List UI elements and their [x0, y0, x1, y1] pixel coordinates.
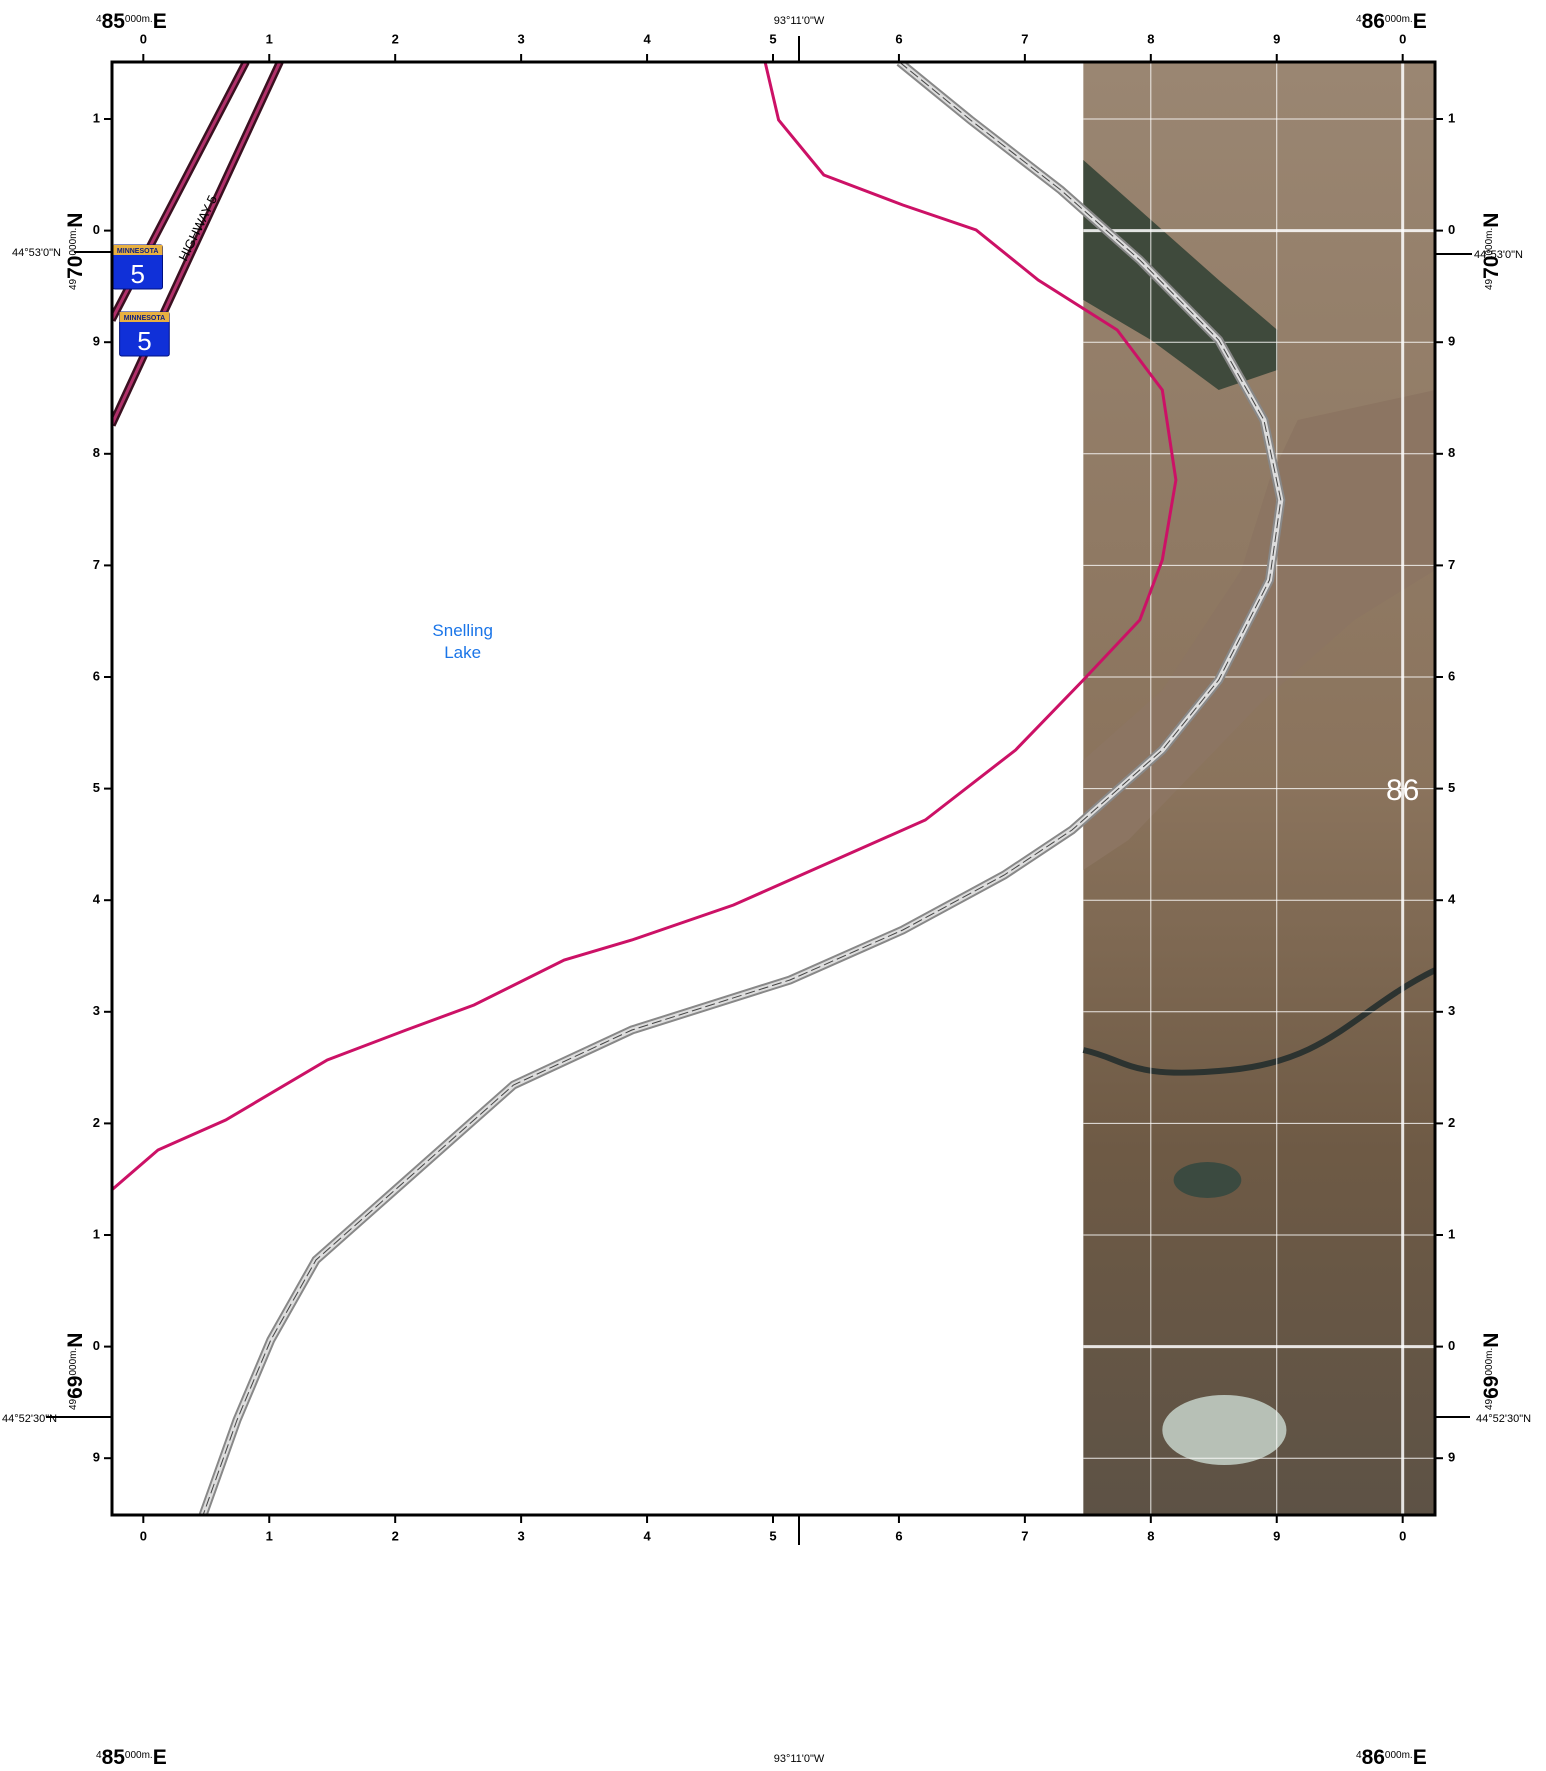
northing-tick-label: 2 — [93, 1115, 100, 1130]
longitude-label: 93°11'0"W — [774, 15, 825, 27]
latitude-label: 44°52'30"N — [1476, 1413, 1531, 1425]
easting-tick-label: 6 — [895, 31, 902, 46]
northing-tick-label: 9 — [1448, 1450, 1455, 1465]
northing-tick-label: 4 — [1448, 892, 1456, 907]
northing-tick-label: 5 — [1448, 780, 1455, 795]
easting-tick-label: 7 — [1021, 31, 1028, 46]
easting-tick-label: 9 — [1273, 1528, 1280, 1543]
pond — [1083, 160, 1278, 390]
northing-tick-label: 1 — [1448, 110, 1455, 125]
easting-tick-label: 1 — [266, 1528, 273, 1543]
easting-tick-label: 0 — [140, 1528, 147, 1543]
northing-tick-label: 1 — [93, 1226, 100, 1241]
northing-tick-label: 0 — [1448, 222, 1455, 237]
easting-tick-label: 2 — [392, 1528, 399, 1543]
northing-tick-label: 3 — [1448, 1003, 1455, 1018]
easting-tick-label: 7 — [1021, 1528, 1028, 1543]
shield-state: MINNESOTA — [124, 315, 165, 322]
easting-tick-label: 9 — [1273, 31, 1280, 46]
corner-label: 4969000m.N — [1480, 1333, 1503, 1410]
northing-tick-label: 0 — [93, 1338, 100, 1353]
easting-tick-label: 4 — [643, 1528, 651, 1543]
lake-label: Lake — [444, 643, 481, 662]
corner-label: 4969000m.N — [64, 1333, 87, 1410]
northing-tick-label: 1 — [1448, 1226, 1455, 1241]
longitude-label: 93°11'0"W — [774, 1753, 825, 1765]
easting-tick-label: 2 — [392, 31, 399, 46]
shield-number: 5 — [137, 326, 151, 356]
zone-label: 86 — [1386, 774, 1419, 807]
northing-tick-label: 8 — [93, 445, 100, 460]
northing-tick-label: 4 — [93, 892, 101, 907]
pond — [1162, 1395, 1287, 1465]
shield-number: 5 — [130, 259, 144, 289]
corner-label: 485000m.E — [96, 10, 167, 33]
easting-tick-label: 8 — [1147, 31, 1154, 46]
easting-tick-label: 0 — [140, 31, 147, 46]
northing-tick-label: 3 — [93, 1003, 100, 1018]
easting-tick-label: 5 — [769, 31, 776, 46]
easting-tick-label: 0 — [1399, 31, 1406, 46]
corner-label: 486000m.E — [1356, 1746, 1427, 1769]
shield-state: MINNESOTA — [117, 248, 158, 255]
corner-label: 4970000m.N — [1480, 213, 1503, 290]
northing-tick-label: 9 — [93, 1450, 100, 1465]
highway — [112, 62, 282, 426]
corner-label: 485000m.E — [96, 1746, 167, 1769]
river — [1083, 390, 1435, 870]
pond — [1173, 1162, 1242, 1198]
northing-tick-label: 0 — [1448, 1338, 1455, 1353]
creek — [1082, 967, 1435, 1076]
latitude-label: 44°53'0"N — [12, 247, 61, 259]
corner-label: 486000m.E — [1356, 10, 1427, 33]
shield-header — [112, 245, 163, 255]
easting-tick-label: 3 — [518, 1528, 525, 1543]
northing-tick-label: 7 — [93, 557, 100, 572]
northing-tick-label: 5 — [93, 780, 100, 795]
latitude-label: 44°53'0"N — [1474, 249, 1523, 261]
northing-tick-label: 8 — [1448, 445, 1455, 460]
northing-tick-label: 0 — [93, 222, 100, 237]
easting-tick-label: 0 — [1399, 1528, 1406, 1543]
easting-tick-label: 5 — [769, 1528, 776, 1543]
easting-tick-label: 3 — [518, 31, 525, 46]
easting-tick-label: 1 — [266, 31, 273, 46]
easting-tick-label: 6 — [895, 1528, 902, 1543]
lake-label: Snelling — [432, 621, 493, 640]
road-centerline — [202, 62, 1282, 1515]
northing-tick-label: 1 — [93, 110, 100, 125]
route-shield: MINNESOTA 5 — [112, 244, 163, 290]
northing-tick-label: 9 — [1448, 334, 1455, 349]
corner-label: 4970000m.N — [64, 213, 87, 290]
boundary-line — [112, 62, 1178, 1192]
easting-tick-label: 4 — [643, 31, 651, 46]
highway-label: HIGHWAY 5 — [175, 193, 220, 264]
northing-tick-label: 6 — [93, 668, 100, 683]
easting-tick-label: 8 — [1147, 1528, 1154, 1543]
northing-tick-label: 7 — [1448, 557, 1455, 572]
northing-tick-label: 9 — [93, 334, 100, 349]
shield-header — [119, 312, 170, 322]
route-shield: MINNESOTA 5 — [119, 311, 170, 357]
northing-tick-label: 2 — [1448, 1115, 1455, 1130]
latitude-label: 44°52'30"N — [2, 1413, 57, 1425]
northing-tick-label: 6 — [1448, 668, 1455, 683]
map-content: HIGHWAY 5 MINNESOTA 5 MINNESOTA 5 Snelling Lak… — [112, 62, 1435, 1515]
